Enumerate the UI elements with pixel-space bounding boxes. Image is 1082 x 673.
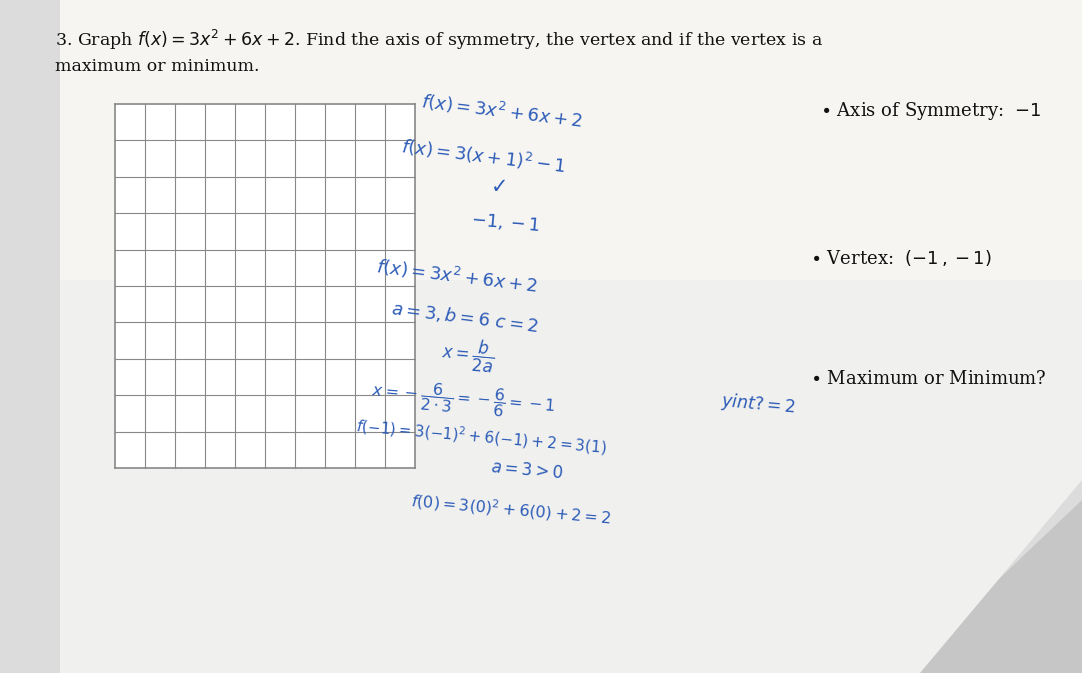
Text: $f(0)=3(0)^2+6(0)+2=2$: $f(0)=3(0)^2+6(0)+2=2$	[410, 490, 612, 528]
Bar	[115, 104, 415, 468]
Text: $yint?=2$: $yint?=2$	[720, 390, 796, 419]
Text: $f(x)=3x^2+6x+2$: $f(x)=3x^2+6x+2$	[375, 255, 539, 297]
Text: $\bullet$ Maximum or Minimum?: $\bullet$ Maximum or Minimum?	[810, 370, 1046, 388]
Polygon shape	[60, 0, 1082, 673]
Text: $\bullet$ Vertex:  $(-1\,,-1)$: $\bullet$ Vertex: $(-1\,,-1)$	[810, 248, 991, 268]
Polygon shape	[60, 0, 1082, 280]
Text: $f(x)= 3x^2+6x+2$: $f(x)= 3x^2+6x+2$	[420, 90, 584, 132]
Text: $f(-1)=3(-1)^2+6(-1)+2=3(1)$: $f(-1)=3(-1)^2+6(-1)+2=3(1)$	[355, 415, 608, 458]
Text: 3. Graph $f(x)  =  3x^2 + 6x + 2$. Find the axis of symmetry, the vertex and if : 3. Graph $f(x) = 3x^2 + 6x + 2$. Find th…	[55, 28, 823, 52]
Text: $a=3>0$: $a=3>0$	[490, 458, 565, 483]
Text: $f(x)=3(x+1)^2-1$: $f(x)=3(x+1)^2-1$	[400, 135, 567, 177]
Text: maximum or minimum.: maximum or minimum.	[55, 58, 260, 75]
Text: $-1,-1$: $-1,-1$	[470, 210, 541, 235]
Text: $\bullet$ Axis of Symmetry:  $-1$: $\bullet$ Axis of Symmetry: $-1$	[820, 100, 1042, 122]
Text: $a=3, b=6\  c=2$: $a=3, b=6\ c=2$	[390, 298, 540, 336]
Text: $\checkmark$: $\checkmark$	[490, 175, 506, 195]
Text: $x=\dfrac{b}{2a}$: $x=\dfrac{b}{2a}$	[440, 335, 497, 376]
Text: $x=-\dfrac{6}{2\cdot3}=-\dfrac{6}{6}=-1$: $x=-\dfrac{6}{2\cdot3}=-\dfrac{6}{6}=-1$	[370, 375, 556, 424]
